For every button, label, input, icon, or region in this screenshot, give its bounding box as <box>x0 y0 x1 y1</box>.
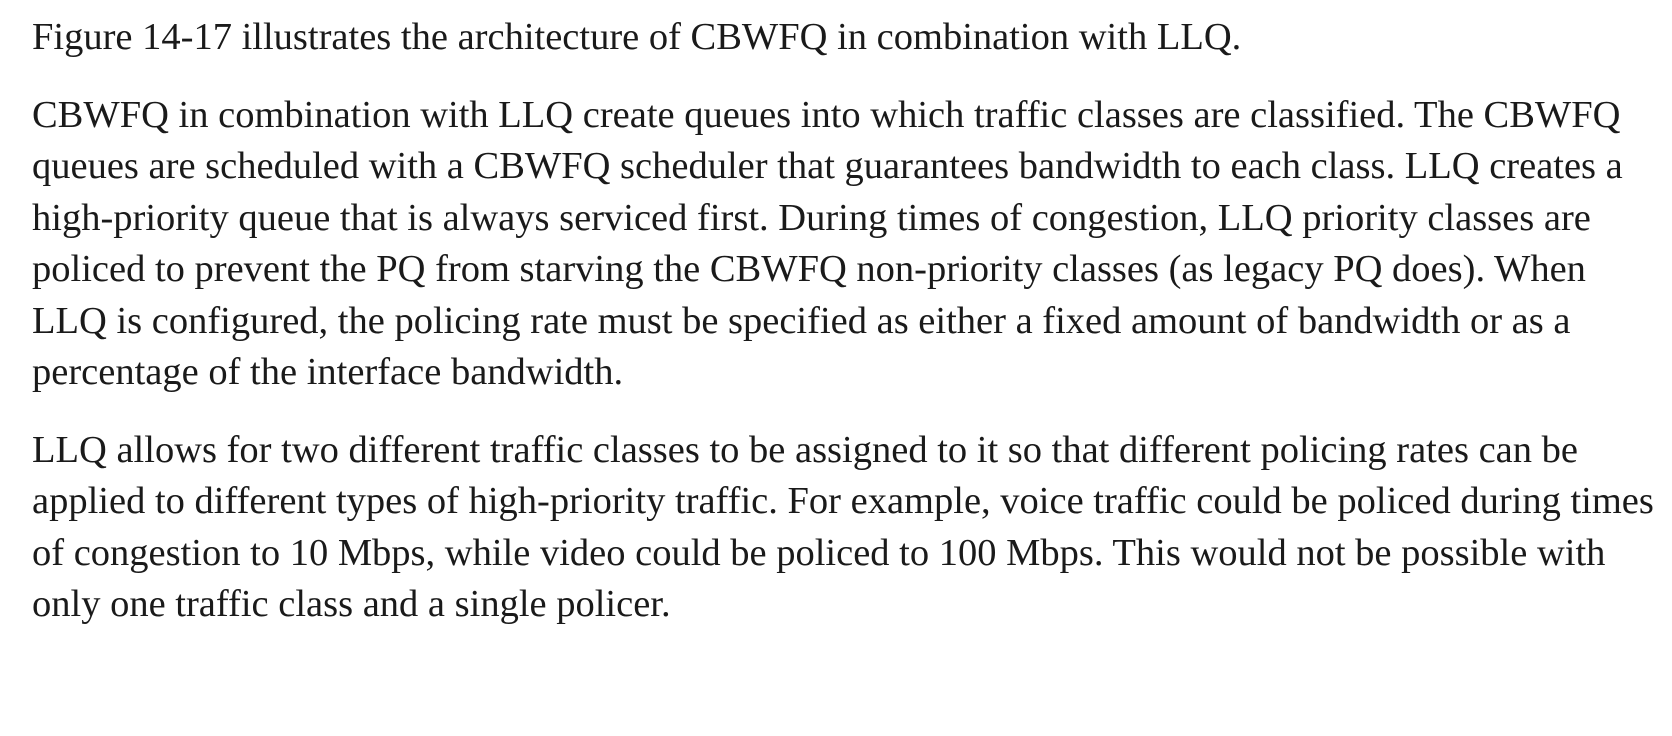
llq-policing-paragraph: LLQ allows for two different traffic cla… <box>32 428 1654 626</box>
document-body: Figure 14-17 illustrates the architectur… <box>32 12 1662 631</box>
intro-paragraph: Figure 14-17 illustrates the architectur… <box>32 16 1242 58</box>
cbwfq-llq-paragraph: CBWFQ in combination with LLQ create que… <box>32 93 1623 394</box>
